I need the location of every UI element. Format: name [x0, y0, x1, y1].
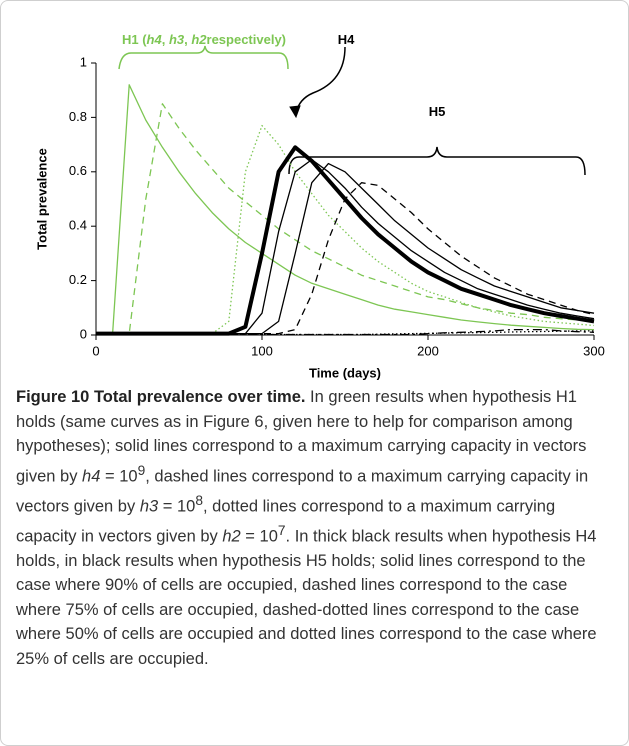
y-tick-label: 0.8	[69, 109, 87, 124]
x-axis-title: Time (days)	[309, 365, 381, 380]
annotation-part: respectively)	[207, 32, 287, 47]
h4-arrow	[295, 46, 346, 114]
annotation-part: h3	[169, 32, 185, 47]
caption-run: In green results when hypothesis H1 hold…	[16, 388, 587, 485]
caption-run: h3	[139, 497, 159, 515]
chart: Total prevalence Time (days) 0 0.2 0.4 0.6 0…	[34, 32, 605, 380]
x-tick-label: 0	[92, 343, 99, 358]
series-line	[96, 103, 595, 335]
caption-run: h4	[82, 467, 101, 485]
x-tick-label: 200	[417, 343, 439, 358]
caption-run: . In thick black results when hypothesis…	[16, 527, 597, 668]
caption-run: h2	[222, 527, 241, 545]
caption-run: , dotted lines correspond to a maximum c…	[16, 497, 556, 545]
series-line	[96, 145, 595, 336]
x-tick-label: 100	[251, 343, 273, 358]
caption-run: , dashed lines correspond to a maximum c…	[16, 467, 589, 515]
y-axis-title: Total prevalence	[34, 148, 49, 250]
series-line	[96, 124, 595, 335]
series-line	[96, 84, 595, 335]
h1-bracket	[118, 45, 289, 70]
caption-run: = 10	[158, 497, 196, 515]
caption-run: = 10	[240, 527, 278, 545]
caption: Figure 10 Total prevalence over time. In…	[16, 385, 612, 671]
x-tick-label: 300	[583, 343, 605, 358]
h4-arrowhead	[289, 105, 301, 119]
series-line	[96, 162, 595, 335]
y-tick-label: 0.2	[69, 272, 87, 287]
annotation-part: H5	[429, 104, 446, 119]
annotation: H1 (h4, h3, h2respectively)	[122, 32, 286, 47]
y-tick-label: 0.4	[69, 218, 87, 233]
annotation-part: h2	[191, 32, 207, 47]
y-tick-label: 1	[80, 54, 87, 69]
caption-run: 8	[195, 492, 203, 508]
annotation: H5	[429, 104, 446, 119]
y-tick-label: 0.6	[69, 163, 87, 178]
annotation-part: ,	[184, 32, 191, 47]
annotation-part: h4	[147, 32, 163, 47]
annotation: H4	[338, 32, 355, 47]
h5-bracket	[288, 146, 586, 176]
caption-run: = 10	[100, 467, 138, 485]
annotation-part: H4	[338, 32, 355, 47]
series-line	[96, 182, 595, 335]
series-line	[96, 330, 594, 336]
y-tick-label: 0	[80, 326, 87, 341]
caption-run: 7	[277, 522, 286, 538]
annotation-part: H1 (	[122, 32, 147, 47]
annotation-part: ,	[162, 32, 169, 47]
caption-run: Figure 10 Total prevalence over time.	[16, 388, 306, 406]
caption-run: 9	[137, 462, 146, 478]
